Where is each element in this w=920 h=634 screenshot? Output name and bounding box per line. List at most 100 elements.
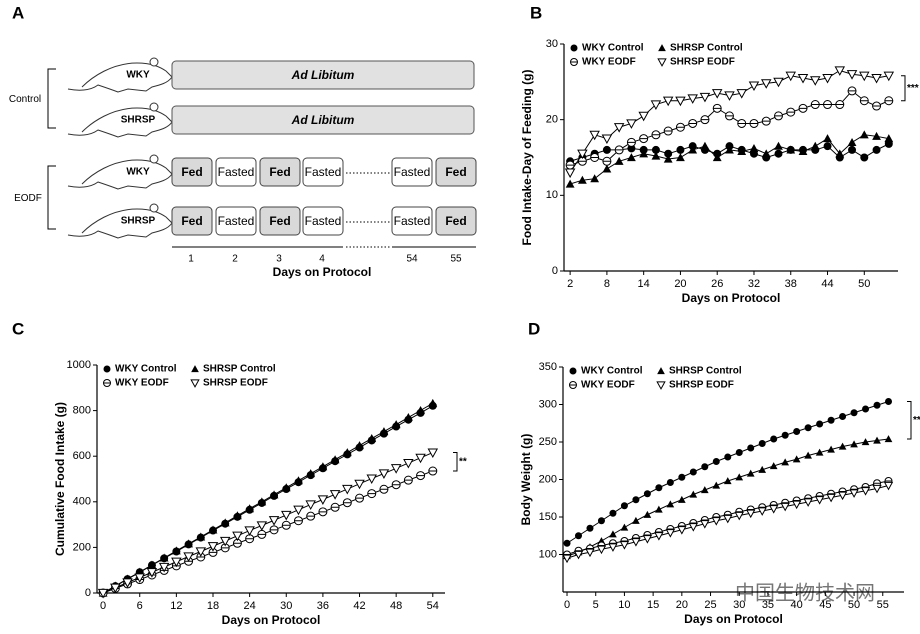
x-tick-label: 14 <box>638 278 650 290</box>
point <box>585 548 595 558</box>
point <box>757 507 767 516</box>
legend-label: SHRSP Control <box>669 366 742 377</box>
day-label: 55 <box>450 254 462 265</box>
point <box>638 111 649 122</box>
point <box>678 473 686 481</box>
point <box>342 484 353 495</box>
point <box>735 473 744 481</box>
point <box>675 96 686 107</box>
cell-label: Fasted <box>218 165 255 179</box>
point <box>768 505 779 514</box>
point <box>171 557 182 568</box>
strain-label: SHRSP <box>121 115 156 126</box>
point <box>590 174 600 183</box>
x-tick-label: 18 <box>207 600 219 612</box>
legend-marker <box>569 367 577 375</box>
point <box>816 420 824 428</box>
point <box>664 149 673 158</box>
schedule-label: Ad Libitum <box>291 68 355 82</box>
point <box>305 500 316 510</box>
point <box>577 149 588 160</box>
x-tick-label: 36 <box>317 600 329 612</box>
point <box>596 545 607 555</box>
point <box>859 96 869 106</box>
point <box>159 553 169 562</box>
point <box>219 536 231 547</box>
point <box>597 517 605 525</box>
point <box>269 525 279 535</box>
day-axis-title: Days on Protocol <box>273 265 372 279</box>
point <box>428 466 438 476</box>
legend-marker <box>657 367 665 375</box>
point <box>859 71 870 82</box>
group-bracket <box>47 68 56 129</box>
rat-ear <box>149 57 159 67</box>
significance-label: ** <box>913 415 920 426</box>
point <box>281 483 291 492</box>
point <box>735 449 743 456</box>
point <box>379 427 389 436</box>
point <box>781 458 790 466</box>
point <box>281 510 292 521</box>
point <box>639 134 649 144</box>
point <box>827 445 835 453</box>
point <box>723 477 732 485</box>
point <box>810 76 821 86</box>
point <box>823 100 833 110</box>
schedule-cell <box>391 206 433 236</box>
point <box>850 409 858 417</box>
point <box>642 535 653 544</box>
point <box>689 468 697 476</box>
point <box>798 147 808 156</box>
point <box>184 539 193 548</box>
x-tick-label: 5 <box>593 599 599 611</box>
point <box>723 514 733 524</box>
y-tick-label: 30 <box>546 38 558 50</box>
point <box>158 562 170 573</box>
point <box>797 73 809 84</box>
point <box>643 490 651 498</box>
point <box>586 524 594 532</box>
rat-body <box>67 107 173 138</box>
schedule-cell <box>259 157 301 187</box>
series-line <box>102 402 434 594</box>
point <box>749 144 759 153</box>
y-tick-label: 0 <box>85 587 91 599</box>
point <box>773 77 784 88</box>
point <box>712 103 722 113</box>
point <box>675 122 685 132</box>
point <box>700 141 710 150</box>
point <box>786 145 796 154</box>
point <box>631 538 641 547</box>
significance-label: ** <box>459 456 467 467</box>
point <box>655 484 663 492</box>
point <box>815 448 824 456</box>
point <box>663 126 673 136</box>
point <box>665 529 676 538</box>
point <box>724 453 732 461</box>
point <box>196 552 206 562</box>
legend-label: SHRSP Control <box>203 364 276 375</box>
point <box>627 144 636 153</box>
point <box>834 66 846 76</box>
group-bracket <box>47 165 56 230</box>
point <box>872 484 882 494</box>
point <box>827 416 835 424</box>
point <box>293 505 304 516</box>
point <box>134 573 145 583</box>
point <box>655 505 663 513</box>
point <box>208 547 218 557</box>
point <box>835 100 845 110</box>
legend-label: WKY EODF <box>582 57 636 68</box>
x-tick-label: 0 <box>564 599 570 611</box>
point <box>884 96 894 106</box>
point <box>770 435 778 443</box>
schedule-label: Ad Libitum <box>291 113 355 127</box>
point <box>804 451 812 459</box>
point <box>724 111 734 121</box>
group-label: Control <box>9 94 41 105</box>
x-axis-title: Days on Protocol <box>222 613 321 627</box>
point <box>701 463 709 471</box>
rat-ear <box>149 203 159 213</box>
x-tick-label: 50 <box>858 278 870 290</box>
